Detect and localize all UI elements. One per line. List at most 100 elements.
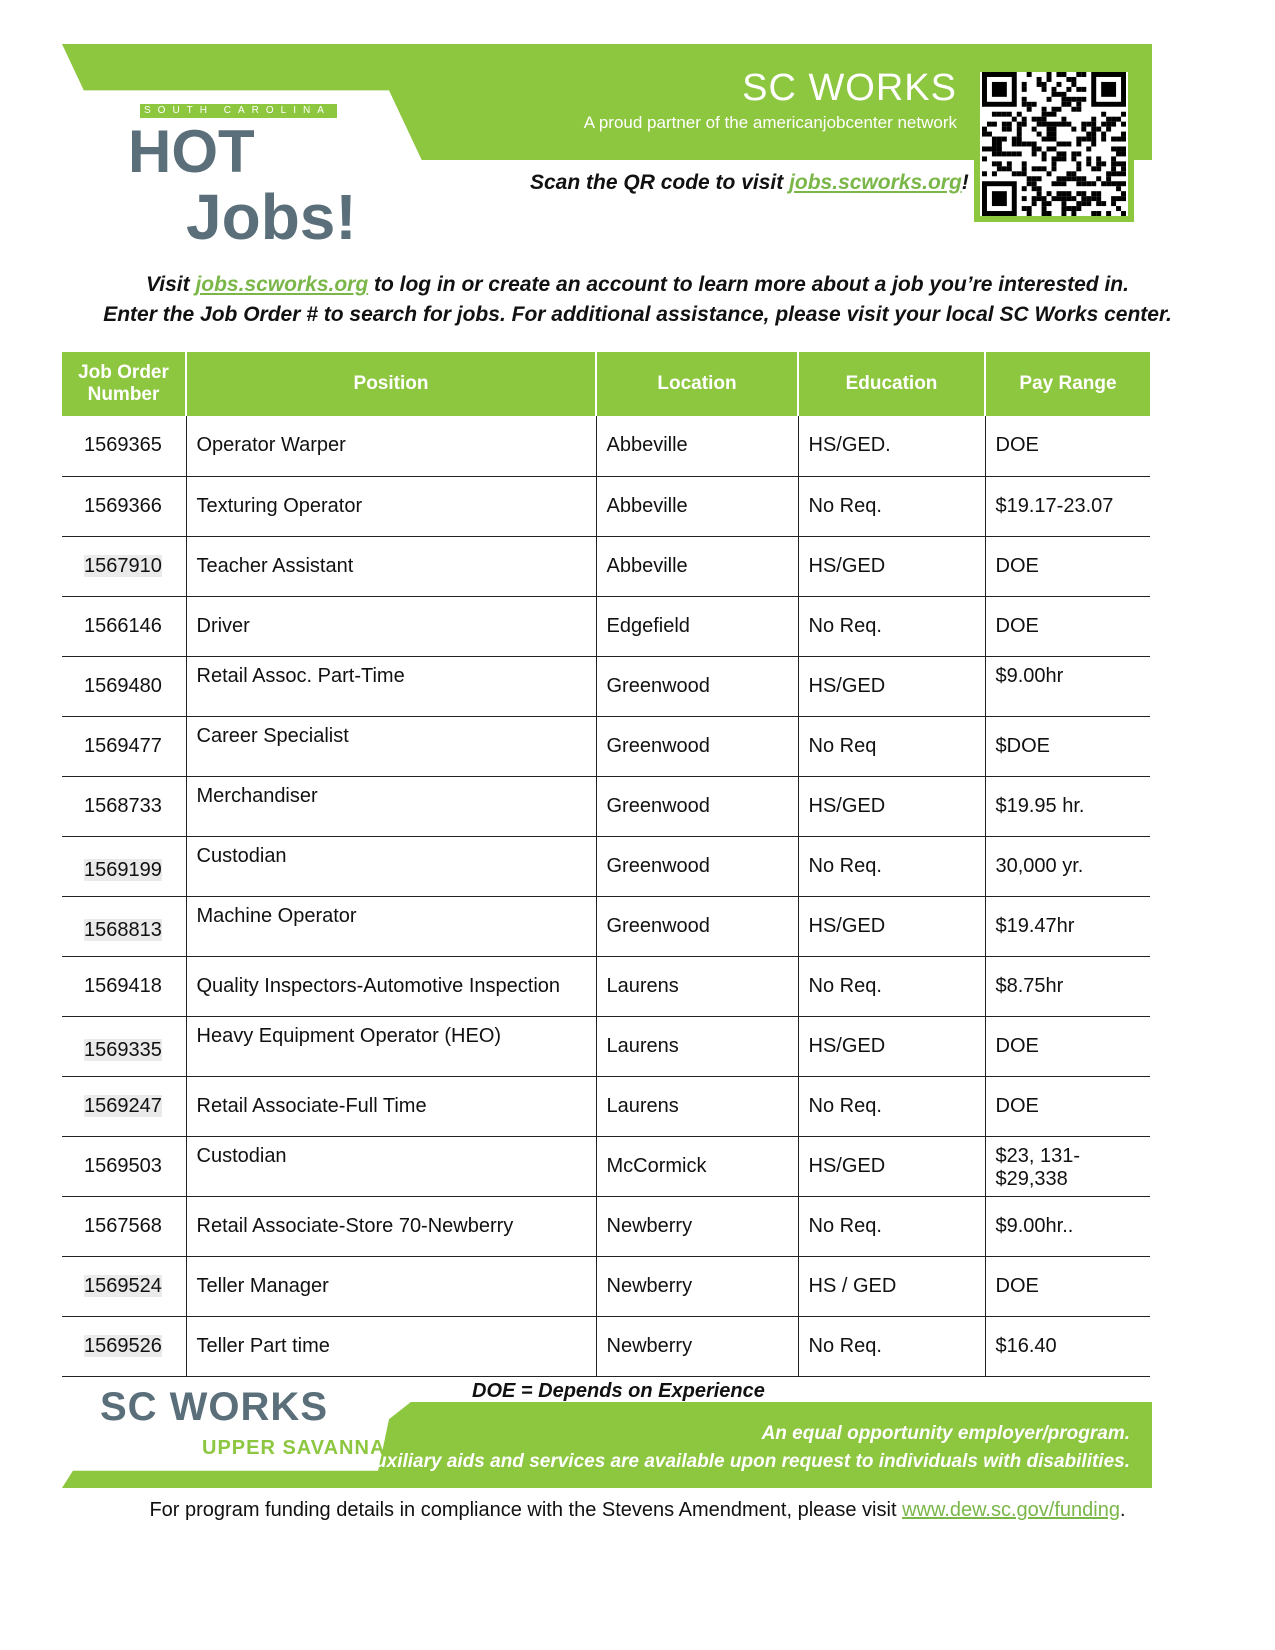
job-order-number[interactable]: 1569366: [84, 494, 162, 517]
education-cell: No Req.: [797, 956, 985, 1017]
position-cell: Teacher Assistant: [185, 536, 596, 597]
location-cell: Greenwood: [595, 896, 798, 957]
job-order-number-cell: 1569480: [62, 656, 186, 717]
pay-range-cell: DOE: [984, 416, 1150, 477]
qr-code[interactable]: [974, 66, 1134, 222]
job-order-number[interactable]: 1567568: [84, 1214, 162, 1237]
table-row: 1566146 Driver Edgefield No Req. DOE: [62, 596, 1150, 657]
job-order-number[interactable]: 1569526: [84, 1334, 162, 1357]
education-cell: No Req.: [797, 476, 985, 537]
table-row: 1569366 Texturing Operator Abbeville No Req…: [62, 476, 1150, 537]
position-cell: Driver: [185, 596, 596, 657]
pay-range-cell: DOE: [984, 1016, 1150, 1077]
logo-state-label: SOUTH CAROLINA: [140, 104, 337, 118]
funding-prefix: For program funding details in complianc…: [149, 1499, 903, 1521]
position-cell: Custodian: [185, 836, 596, 897]
position-cell: Texturing Operator: [185, 476, 596, 537]
position-cell: Custodian: [185, 1136, 596, 1197]
position-cell: Quality Inspectors-Automotive Inspection: [185, 956, 596, 1017]
education-cell: No Req.: [797, 1196, 985, 1257]
job-order-number[interactable]: 1569199: [84, 858, 162, 881]
eeo-line2: Auxiliary aids and services are availabl…: [361, 1451, 1130, 1472]
location-cell: McCormick: [595, 1136, 798, 1197]
education-cell: No Req.: [797, 596, 985, 657]
job-order-number-cell: 1569526: [62, 1316, 186, 1377]
eeo-statement: An equal opportunity employer/program. Au…: [361, 1420, 1130, 1476]
table-row: 1569418 Quality Inspectors-Automotive Ins…: [62, 956, 1150, 1017]
job-order-number-cell: 1569524: [62, 1256, 186, 1317]
position-cell: Machine Operator: [185, 896, 596, 957]
column-header: Education: [797, 352, 985, 416]
job-order-number[interactable]: 1569480: [84, 674, 162, 697]
qr-code-icon: [980, 72, 1128, 216]
column-header: Location: [595, 352, 798, 416]
column-header: Position: [185, 352, 596, 416]
job-order-number-cell: 1569335: [62, 1016, 186, 1077]
pay-range-cell: $19.95 hr.: [984, 776, 1150, 837]
location-cell: Abbeville: [595, 416, 798, 477]
table-row: 1569524 Teller Manager Newberry HS / GED DOE: [62, 1256, 1150, 1317]
table-row: 1568733 Merchandiser Greenwood HS/GED $19.95…: [62, 776, 1150, 837]
table-row: 1569335 Heavy Equipment Operator (HEO) Lau…: [62, 1016, 1150, 1077]
intro-line2: Enter the Job Order # to search for jobs…: [103, 303, 1172, 326]
job-order-number-cell: 1569199: [62, 836, 186, 897]
position-cell: Retail Assoc. Part-Time: [185, 656, 596, 717]
intro-link[interactable]: jobs.scworks.org: [195, 273, 369, 296]
location-cell: Laurens: [595, 1016, 798, 1077]
table-row: 1569503 Custodian McCormick HS/GED $23, 131-…: [62, 1136, 1150, 1197]
job-order-number[interactable]: 1566146: [84, 614, 162, 637]
table-row: 1567568 Retail Associate-Store 70-Newberr…: [62, 1196, 1150, 1257]
position-cell: Retail Associate-Store 70-Newberry: [185, 1196, 596, 1257]
funding-link[interactable]: www.dew.sc.gov/funding: [902, 1499, 1120, 1521]
footer-region: UPPER SAVANNAH: [202, 1437, 401, 1459]
pay-range-cell: $DOE: [984, 716, 1150, 777]
position-cell: Heavy Equipment Operator (HEO): [185, 1016, 596, 1077]
intro-prefix: Visit: [146, 273, 196, 296]
scan-link[interactable]: jobs.scworks.org: [789, 171, 962, 194]
jobs-table: Job Order Number Position Location Educatio…: [62, 352, 1150, 1377]
funding-note: For program funding details in complianc…: [0, 1497, 1275, 1523]
scan-suffix: !: [961, 171, 969, 194]
pay-range-cell: $19.47hr: [984, 896, 1150, 957]
location-cell: Greenwood: [595, 716, 798, 777]
sc-works-brand: SC WORKS: [742, 67, 957, 109]
job-order-number[interactable]: 1568813: [84, 918, 162, 941]
pay-range-cell: 30,000 yr.: [984, 836, 1150, 897]
position-cell: Merchandiser: [185, 776, 596, 837]
job-order-number-cell: 1569366: [62, 476, 186, 537]
job-order-number[interactable]: 1569524: [84, 1274, 162, 1297]
location-cell: Greenwood: [595, 656, 798, 717]
location-cell: Newberry: [595, 1316, 798, 1377]
pay-range-cell: $19.17-23.07: [984, 476, 1150, 537]
table-row: 1569365 Operator Warper Abbeville HS/GED. DO…: [62, 416, 1150, 477]
job-order-number[interactable]: 1569365: [84, 434, 162, 457]
table-row: 1569199 Custodian Greenwood No Req. 30,000 y…: [62, 836, 1150, 897]
funding-suffix: .: [1119, 1499, 1126, 1521]
position-cell: Retail Associate-Full Time: [185, 1076, 596, 1137]
position-cell: Teller Part time: [185, 1316, 596, 1377]
job-order-number[interactable]: 1568733: [84, 794, 162, 817]
pay-range-cell: DOE: [984, 596, 1150, 657]
job-order-number[interactable]: 1569477: [84, 734, 162, 757]
table-header: Job Order Number Position Location Educatio…: [62, 352, 1150, 416]
location-cell: Newberry: [595, 1256, 798, 1317]
location-cell: Greenwood: [595, 836, 798, 897]
education-cell: HS / GED: [797, 1256, 985, 1317]
pay-range-cell: $8.75hr: [984, 956, 1150, 1017]
column-header: Job Order Number: [62, 352, 186, 416]
education-cell: No Req.: [797, 836, 985, 897]
education-cell: HS/GED: [797, 656, 985, 717]
pay-range-cell: $9.00hr: [984, 656, 1150, 717]
eeo-line1: An equal opportunity employer/program.: [761, 1423, 1130, 1444]
job-order-number[interactable]: 1567910: [84, 554, 162, 577]
job-order-number-cell: 1569365: [62, 416, 186, 477]
job-order-number[interactable]: 1569335: [84, 1038, 162, 1061]
table-row: 1569247 Retail Associate-Full Time Laurens…: [62, 1076, 1150, 1137]
education-cell: No Req.: [797, 1316, 985, 1377]
location-cell: Abbeville: [595, 536, 798, 597]
job-order-number[interactable]: 1569247: [84, 1094, 162, 1117]
education-cell: No Req: [797, 716, 985, 777]
job-order-number[interactable]: 1569418: [84, 974, 162, 997]
job-order-number-cell: 1566146: [62, 596, 186, 657]
job-order-number[interactable]: 1569503: [84, 1154, 162, 1177]
